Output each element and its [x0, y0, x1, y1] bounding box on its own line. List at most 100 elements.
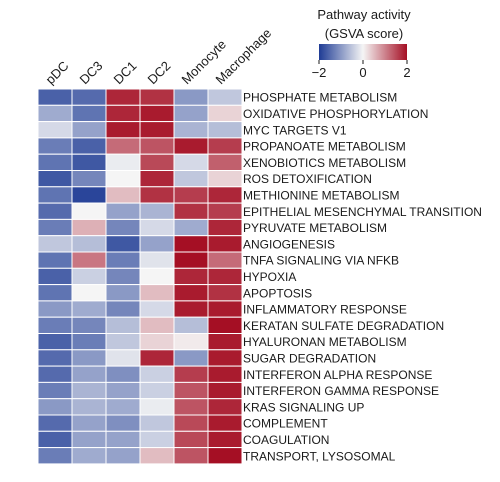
heatmap-cell-myc-targets-v1-macrophage	[207, 121, 243, 139]
heatmap-cell-interferon-gamma-response-dc1	[105, 381, 141, 400]
heatmap-cell-ros-detoxification-monocyte	[173, 170, 209, 188]
heatmap-cell-angiogenesis-dc2	[139, 235, 175, 253]
row-label: HYALURONAN METABOLISM	[243, 335, 407, 349]
row-label: TRANSPORT, LYSOSOMAL	[243, 449, 396, 463]
heatmap-cell-hypoxia-dc3	[71, 267, 107, 286]
heatmap-cell-interferon-gamma-response-macrophage	[207, 381, 243, 400]
heatmap-cell-myc-targets-v1-dc3	[71, 121, 107, 139]
heatmap-cell-xenobiotics-metabolism-macrophage	[207, 153, 243, 171]
heatmap-cell-keratan-sulfate-degradation-macrophage	[207, 316, 243, 335]
colorbar-legend: Pathway activity (GSVA score) −2 0 2	[312, 7, 412, 80]
heatmap-cell-xenobiotics-metabolism-dc1	[105, 153, 141, 171]
heatmap-cell-epithelial-mesenchymal-transition-pdc	[37, 202, 73, 220]
heatmap-cell-methionine-metabolism-monocyte	[173, 186, 209, 204]
row-label: KRAS SIGNALING UP	[243, 400, 364, 414]
heatmap-cell-propanoate-metabolism-monocyte	[173, 137, 209, 155]
heatmap-cell-tnfa-signaling-via-nfkb-macrophage	[207, 251, 243, 269]
heatmap-cell-epithelial-mesenchymal-transition-macrophage	[207, 202, 243, 220]
heatmap-cell-sugar-degradation-monocyte	[173, 349, 209, 367]
heatmap-cell-interferon-gamma-response-monocyte	[173, 381, 209, 400]
heatmap-cell-tnfa-signaling-via-nfkb-dc1	[105, 251, 141, 269]
heatmap-cell-hyaluronan-metabolism-dc2	[139, 333, 175, 351]
heatmap-cell-transport-lysosomal-pdc	[37, 447, 73, 465]
heatmap-cell-transport-lysosomal-macrophage	[207, 447, 243, 465]
heatmap-cell-angiogenesis-pdc	[37, 235, 73, 253]
colorbar-tick-label: −2	[312, 65, 327, 80]
heatmap-cell-inflammatory-response-dc3	[71, 300, 107, 318]
heatmap-cell-ros-detoxification-pdc	[37, 170, 73, 188]
row-label: ROS DETOXIFICATION	[243, 172, 372, 186]
heatmap-cell-angiogenesis-monocyte	[173, 235, 209, 253]
heatmap-cell-phosphate-metabolism-dc3	[71, 88, 107, 106]
heatmap-cell-apoptosis-dc2	[139, 284, 175, 302]
heatmap-cell-pyruvate-metabolism-monocyte	[173, 218, 209, 237]
row-label: MYC TARGETS V1	[243, 123, 347, 137]
row-label: OXIDATIVE PHOSPHORYLATION	[243, 107, 428, 121]
heatmap-cell-inflammatory-response-macrophage	[207, 300, 243, 318]
heatmap-cell-kras-signaling-up-dc2	[139, 398, 175, 416]
heatmap-cell-oxidative-phosphorylation-pdc	[37, 104, 73, 123]
heatmap-cell-complement-dc1	[105, 414, 141, 432]
heatmap-cell-keratan-sulfate-degradation-pdc	[37, 316, 73, 335]
heatmap-cell-oxidative-phosphorylation-dc1	[105, 104, 141, 123]
heatmap-cell-interferon-alpha-response-dc3	[71, 365, 107, 383]
heatmap-cell-sugar-degradation-macrophage	[207, 349, 243, 367]
heatmap-cell-phosphate-metabolism-macrophage	[207, 88, 243, 106]
heatmap-cell-inflammatory-response-dc2	[139, 300, 175, 318]
heatmap-cell-oxidative-phosphorylation-monocyte	[173, 104, 209, 123]
heatmap-cell-inflammatory-response-monocyte	[173, 300, 209, 318]
heatmap-cell-epithelial-mesenchymal-transition-dc1	[105, 202, 141, 220]
heatmap-cell-angiogenesis-dc3	[71, 235, 107, 253]
heatmap-cell-tnfa-signaling-via-nfkb-dc2	[139, 251, 175, 269]
heatmap-cell-propanoate-metabolism-macrophage	[207, 137, 243, 155]
heatmap-cell-apoptosis-dc3	[71, 284, 107, 302]
row-label: XENOBIOTICS METABOLISM	[243, 156, 406, 170]
row-label: HYPOXIA	[243, 270, 296, 284]
row-label: INFLAMMATORY RESPONSE	[243, 303, 407, 317]
row-label: EPITHELIAL MESENCHYMAL TRANSITION	[243, 205, 482, 219]
heatmap-cell-sugar-degradation-dc1	[105, 349, 141, 367]
heatmap-cell-phosphate-metabolism-monocyte	[173, 88, 209, 106]
row-label: PROPANOATE METABOLISM	[243, 140, 406, 154]
heatmap-cell-inflammatory-response-dc1	[105, 300, 141, 318]
heatmap-cell-hypoxia-pdc	[37, 267, 73, 286]
heatmap-cell-coagulation-dc1	[105, 430, 141, 449]
heatmap-cell-methionine-metabolism-dc3	[71, 186, 107, 204]
heatmap-cell-propanoate-metabolism-dc2	[139, 137, 175, 155]
heatmap-cell-myc-targets-v1-monocyte	[173, 121, 209, 139]
heatmap-cell-complement-dc3	[71, 414, 107, 432]
heatmap-cell-methionine-metabolism-dc2	[139, 186, 175, 204]
heatmap-cell-phosphate-metabolism-dc1	[105, 88, 141, 106]
heatmap-cell-myc-targets-v1-dc1	[105, 121, 141, 139]
heatmap-cell-myc-targets-v1-pdc	[37, 121, 73, 139]
row-label: METHIONINE METABOLISM	[243, 188, 399, 202]
heatmap-cell-interferon-alpha-response-monocyte	[173, 365, 209, 383]
heatmap-cell-methionine-metabolism-macrophage	[207, 186, 243, 204]
heatmap-cell-hypoxia-macrophage	[207, 267, 243, 286]
column-label-dc1: DC1	[111, 58, 140, 87]
heatmap-cell-coagulation-macrophage	[207, 430, 243, 449]
heatmap-cell-angiogenesis-macrophage	[207, 235, 243, 253]
row-label: INTERFERON GAMMA RESPONSE	[243, 384, 439, 398]
heatmap-cell-phosphate-metabolism-pdc	[37, 88, 73, 106]
colorbar-tick-label: 2	[403, 65, 410, 80]
heatmap-cell-propanoate-metabolism-pdc	[37, 137, 73, 155]
column-label-macrophage: Macrophage	[213, 25, 275, 87]
heatmap-cell-apoptosis-monocyte	[173, 284, 209, 302]
colorbar-ticks: −2 0 2	[312, 60, 411, 80]
heatmap-cell-ros-detoxification-dc3	[71, 170, 107, 188]
heatmap-cell-complement-monocyte	[173, 414, 209, 432]
heatmap-cell-inflammatory-response-pdc	[37, 300, 73, 318]
heatmap-cell-myc-targets-v1-dc2	[139, 121, 175, 139]
heatmap-cell-xenobiotics-metabolism-dc3	[71, 153, 107, 171]
heatmap-cell-interferon-alpha-response-dc2	[139, 365, 175, 383]
colorbar-tick-label: 0	[359, 65, 366, 80]
heatmap-cell-complement-pdc	[37, 414, 73, 432]
column-label-dc3: DC3	[77, 58, 106, 87]
heatmap-cell-coagulation-pdc	[37, 430, 73, 449]
heatmap-cell-tnfa-signaling-via-nfkb-dc3	[71, 251, 107, 269]
heatmap-cell-ros-detoxification-dc1	[105, 170, 141, 188]
row-label: COAGULATION	[243, 433, 329, 447]
heatmap-cell-interferon-alpha-response-dc1	[105, 365, 141, 383]
